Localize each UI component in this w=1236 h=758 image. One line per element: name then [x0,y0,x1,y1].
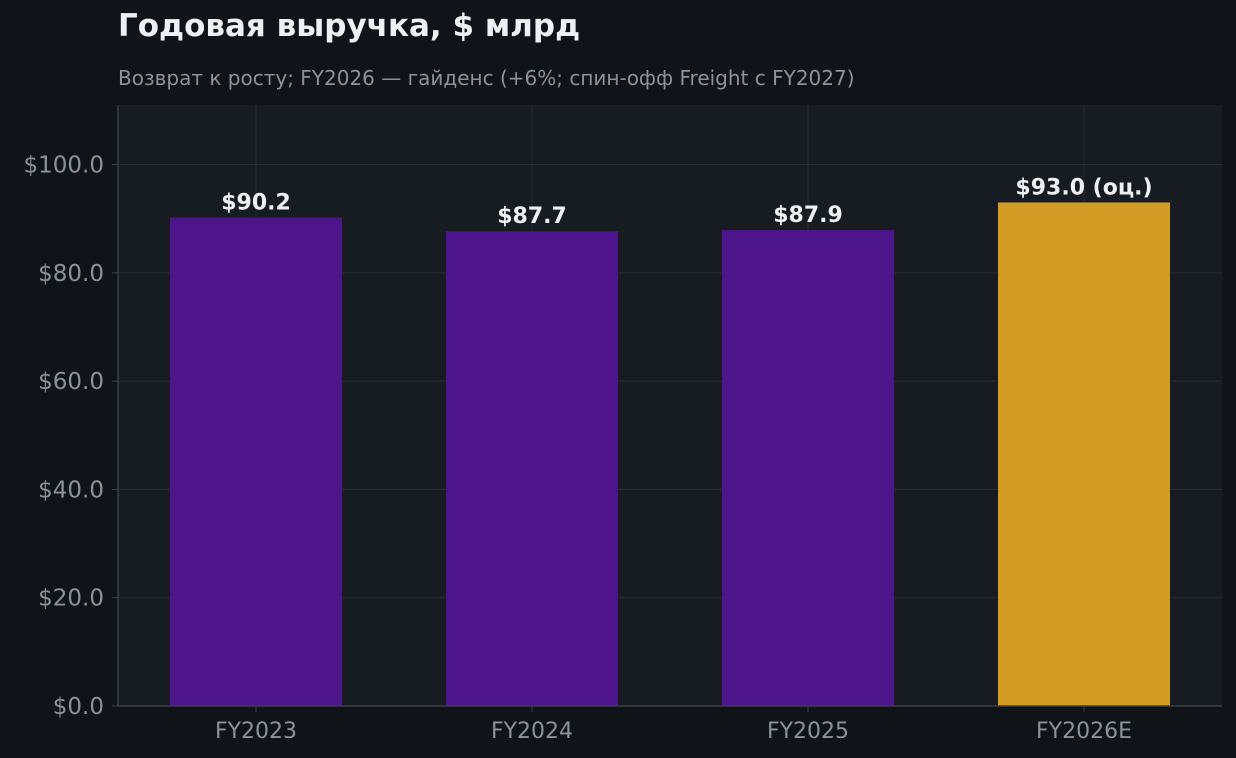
bars [170,202,1170,707]
y-tick-label: $100.0 [24,153,104,179]
x-tick-label: FY2026E [1036,719,1132,744]
data-labels: $90.2 $87.7 $87.9 $93.0 (оц.) [221,175,1152,229]
y-tick-label: $60.0 [38,369,104,395]
data-label-fy2023: $90.2 [221,191,291,216]
bar-fy2023 [170,217,342,707]
bar-fy2024 [446,231,618,706]
x-tick-label: FY2025 [767,719,849,744]
y-tick-label: $0.0 [53,694,104,720]
chart-subtitle: Возврат к росту; FY2026 — гайденс (+6%; … [118,66,855,90]
data-label-fy2025: $87.9 [773,203,843,228]
x-axis: FY2023 FY2024 FY2025 FY2026E [118,705,1222,744]
y-tick-label: $20.0 [38,586,104,612]
y-tick-label: $80.0 [38,261,104,287]
y-tick-label: $40.0 [38,477,104,503]
data-label-fy2026e: $93.0 (оц.) [1015,175,1152,200]
chart-title: Годовая выручка, $ млрд [118,8,581,44]
x-tick-label: FY2024 [491,719,573,744]
x-tick-label: FY2023 [215,719,297,744]
bar-fy2025 [722,230,894,706]
bar-fy2026e [998,202,1170,706]
y-axis: $0.0 $20.0 $40.0 $60.0 $80.0 $100.0 [24,105,119,720]
data-label-fy2024: $87.7 [497,204,567,229]
